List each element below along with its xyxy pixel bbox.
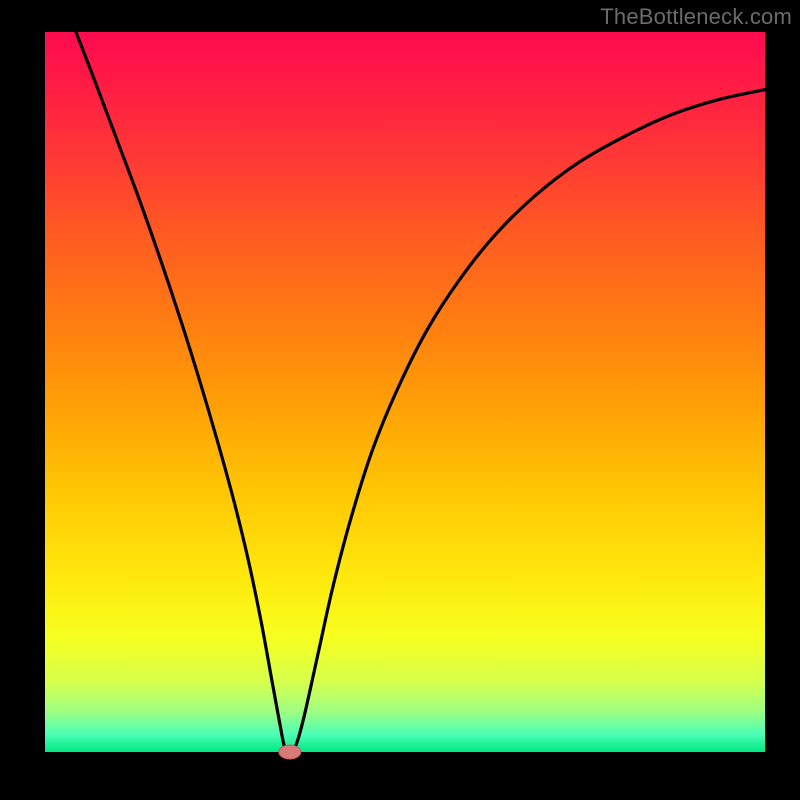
watermark-text: TheBottleneck.com [600,4,792,30]
bottleneck-chart [0,0,800,800]
minimum-marker [279,745,301,759]
plot-background [45,32,765,752]
chart-container: TheBottleneck.com [0,0,800,800]
